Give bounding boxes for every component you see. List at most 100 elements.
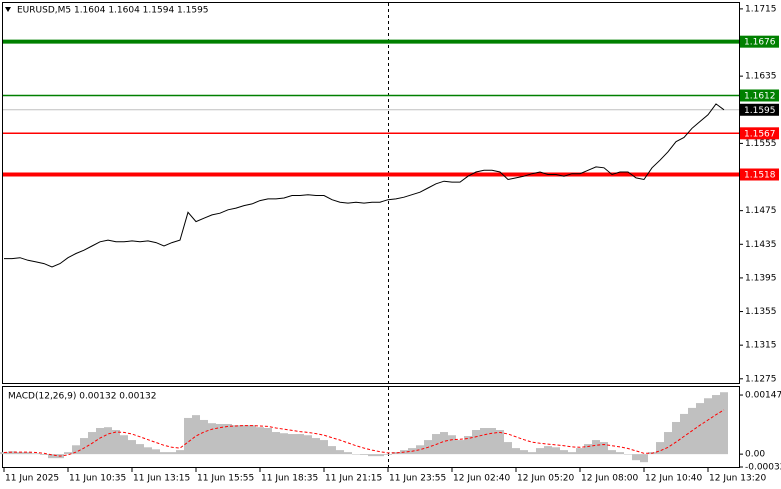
- macd-bar: [296, 434, 304, 455]
- x-tick-label: 11 Jun 23:55: [389, 474, 446, 484]
- macd-bar: [280, 433, 288, 455]
- macd-bar: [696, 403, 704, 455]
- macd-bar: [360, 454, 368, 455]
- macd-bar: [416, 445, 424, 455]
- macd-bar: [608, 450, 616, 455]
- level-label-box: [740, 103, 779, 116]
- macd-bar: [24, 452, 32, 455]
- macd-bar: [592, 440, 600, 455]
- macd-bar: [544, 446, 552, 455]
- macd-bar: [112, 430, 120, 455]
- macd-bar: [288, 434, 296, 455]
- level-label: 1.1595: [744, 106, 776, 116]
- macd-bar: [672, 421, 680, 455]
- y-tick-label: 1.1275: [745, 374, 777, 384]
- level-label: 1.1518: [744, 171, 776, 181]
- level-label-box: [740, 168, 779, 181]
- macd-bar: [464, 436, 472, 455]
- macd-bar: [704, 398, 712, 455]
- macd-bar: [584, 444, 592, 455]
- macd-bar: [0, 452, 8, 455]
- level-label-box: [740, 89, 779, 102]
- x-tick-label: 11 Jun 21:15: [325, 474, 382, 484]
- macd-bar: [344, 452, 352, 455]
- macd-bar: [680, 413, 688, 455]
- macd-bar: [536, 448, 544, 455]
- macd-bar: [712, 395, 720, 455]
- macd-bar: [104, 427, 112, 455]
- macd-bar: [72, 445, 80, 455]
- macd-bar: [200, 419, 208, 455]
- macd-bar: [232, 425, 240, 455]
- macd-bar: [392, 452, 400, 455]
- macd-bar: [192, 415, 200, 455]
- x-tick-label: 11 Jun 10:35: [69, 474, 126, 484]
- x-tick-label: 12 Jun 08:00: [581, 474, 638, 484]
- x-tick-label: 11 Jun 2025: [5, 474, 59, 484]
- macd-bar: [560, 450, 568, 455]
- macd-bar: [32, 453, 40, 455]
- macd-bar: [216, 423, 224, 455]
- macd-bar: [664, 432, 672, 455]
- macd-bar: [616, 452, 624, 455]
- level-label-box: [740, 35, 779, 48]
- x-tick-label: 11 Jun 13:15: [133, 474, 190, 484]
- macd-bar: [456, 440, 464, 455]
- macd-bar: [240, 425, 248, 455]
- macd-bar: [312, 438, 320, 455]
- macd-bar: [136, 444, 144, 455]
- macd-bar: [448, 435, 456, 455]
- macd-bar: [272, 432, 280, 455]
- macd-bar: [120, 435, 128, 455]
- macd-bar: [376, 454, 384, 457]
- macd-bar: [8, 451, 16, 455]
- macd-bar: [384, 454, 392, 455]
- x-tick-label: 12 Jun 13:20: [709, 474, 766, 484]
- macd-bar: [336, 450, 344, 455]
- x-tick-label: 11 Jun 18:35: [261, 474, 318, 484]
- macd-bar: [160, 452, 168, 455]
- x-tick-label: 12 Jun 02:40: [453, 474, 510, 484]
- macd-bar: [368, 454, 376, 457]
- macd-bar: [264, 428, 272, 455]
- macd-bar: [328, 446, 336, 455]
- macd-bar: [480, 428, 488, 455]
- macd-bar: [624, 454, 632, 455]
- macd-bar: [144, 447, 152, 455]
- macd-bar: [640, 454, 648, 463]
- y-tick-label: -0.00032: [745, 463, 781, 473]
- level-label: 1.1676: [744, 38, 776, 48]
- macd-bar: [504, 442, 512, 455]
- macd-bar: [568, 452, 576, 455]
- signal-line: [3, 409, 725, 457]
- macd-bar: [168, 452, 176, 455]
- y-tick-label: 1.1715: [745, 4, 777, 14]
- macd-bar: [512, 448, 520, 455]
- x-tick-label: 11 Jun 15:55: [197, 474, 254, 484]
- macd-bar: [528, 452, 536, 455]
- macd-bar: [472, 430, 480, 455]
- macd-bar: [184, 417, 192, 455]
- macd-bar: [720, 392, 728, 455]
- macd-bar: [632, 454, 640, 461]
- macd-bar: [304, 435, 312, 455]
- macd-bar: [352, 454, 360, 455]
- macd-bar: [520, 450, 528, 455]
- y-tick-label: 0.00147: [745, 391, 781, 401]
- macd-bar: [248, 425, 256, 455]
- macd-bar: [224, 423, 232, 455]
- macd-bar: [496, 430, 504, 455]
- price-line: [4, 103, 725, 268]
- y-tick-label: 1.1315: [745, 341, 777, 351]
- macd-bar: [488, 428, 496, 455]
- y-tick-label: 1.1355: [745, 307, 777, 317]
- macd-bar: [552, 447, 560, 455]
- macd-bar: [440, 432, 448, 455]
- chart-title: EURUSD,M5 1.1604 1.1604 1.1594 1.1595: [17, 6, 209, 16]
- macd-bar: [656, 442, 664, 455]
- macd-bar: [600, 442, 608, 455]
- macd-bar: [320, 440, 328, 455]
- macd-bar: [208, 423, 216, 455]
- macd-bar: [256, 427, 264, 455]
- y-tick-label: 1.1395: [745, 273, 777, 283]
